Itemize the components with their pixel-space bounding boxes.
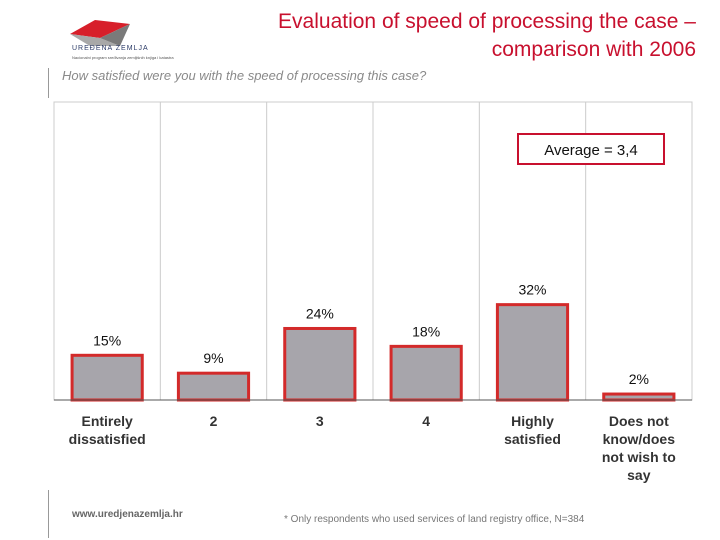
title-line-1: Evaluation of speed of processing the ca… [278,10,696,33]
chart-question: How satisfied were you with the speed of… [62,68,427,83]
data-label: 18% [412,323,440,339]
top-divider [48,68,49,98]
data-label: 32% [518,282,546,298]
bar [495,303,570,402]
bar [602,392,676,402]
logo-icon [70,20,130,46]
bottom-divider [48,490,49,538]
data-label: 9% [203,350,223,366]
category-label: Does not know/does not wish to say [602,413,676,483]
data-label: 15% [93,332,121,348]
category-label: 4 [422,413,430,429]
data-label: 24% [306,305,334,321]
category-label: Highly satisfied [504,413,561,447]
bar [176,371,251,402]
category-label: 3 [316,413,324,429]
category-label: Entirely dissatisfied [69,413,146,447]
logo-subtitle: Nacionalni program sređivanja zemljišnih… [72,55,174,60]
logo-name: UREĐENA ZEMLJA [72,45,149,52]
title-line-2: comparison with 2006 [491,38,696,61]
bar [283,326,357,402]
bar [389,344,463,402]
average-annotation: Average = 3,4 [544,142,638,159]
category-label: 2 [210,413,218,429]
bar [70,353,144,402]
footnote: * Only respondents who used services of … [284,514,585,525]
data-label: 2% [629,371,649,387]
average-box [517,133,665,165]
page-title: Evaluation of speed of processing the ca… [176,8,696,64]
website-url[interactable]: www.uredjenazemlja.hr [72,509,183,520]
